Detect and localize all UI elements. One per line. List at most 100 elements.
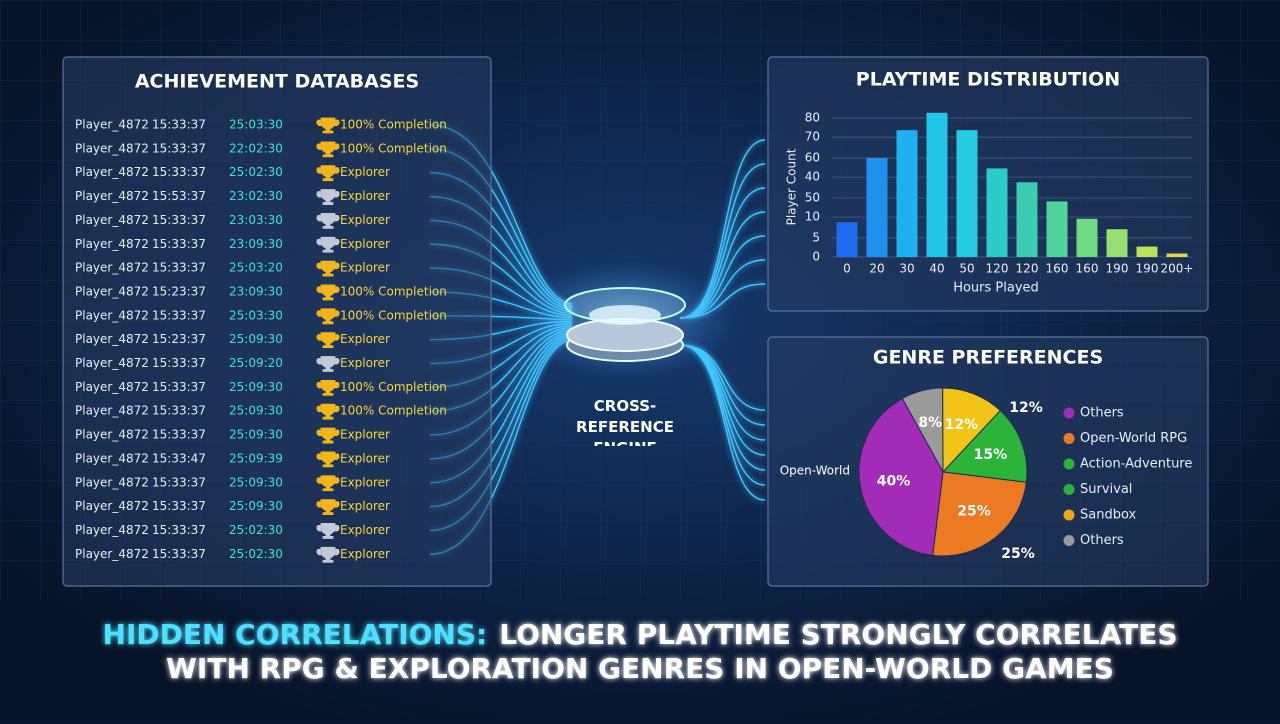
time: 15:33:37 xyxy=(152,380,206,394)
timestamp: 23:03:30 xyxy=(229,213,283,227)
slice-label: 12% xyxy=(945,417,979,433)
achievement: Explorer xyxy=(340,428,390,442)
trophy-icon xyxy=(316,308,340,325)
slice-label: 8% xyxy=(918,415,942,431)
achievement: Explorer xyxy=(340,189,390,203)
time: 15:33:37 xyxy=(152,118,206,132)
timestamp: 22:02:30 xyxy=(229,141,283,155)
time: 15:33:37 xyxy=(152,261,206,275)
legend-swatch xyxy=(1063,535,1075,546)
x-tick-label: 50 xyxy=(959,262,974,276)
pie-slice xyxy=(858,397,944,556)
y-tick-label: 5 xyxy=(812,230,820,244)
player: Player_4872 xyxy=(75,237,149,251)
player: Player_4872 xyxy=(75,547,149,561)
bar xyxy=(896,130,918,257)
achievement: Explorer xyxy=(340,356,390,370)
slice-label: 25% xyxy=(957,504,991,520)
player: Player_4872 xyxy=(75,428,149,442)
player: Player_4872 xyxy=(75,356,149,370)
player: Player_4872 xyxy=(75,284,149,298)
time: 15:33:37 xyxy=(152,499,206,513)
legend-label: Open-World RPG xyxy=(1080,431,1187,446)
legend-label: Action-Adventure xyxy=(1080,457,1192,472)
player: Player_4872 xyxy=(75,308,149,322)
chart-title: PLAYTIME DISTRIBUTION xyxy=(856,69,1120,91)
bar xyxy=(1046,201,1068,257)
x-tick-label: 120 xyxy=(986,262,1009,276)
y-tick-label: 60 xyxy=(805,150,820,164)
achievement: Explorer xyxy=(340,523,390,537)
player: Player_4872 xyxy=(75,499,149,513)
bar xyxy=(926,112,948,257)
time: 15:33:47 xyxy=(152,451,206,465)
player: Player_4872 xyxy=(75,523,149,537)
achievement: Explorer xyxy=(340,475,390,489)
time: 15:53:37 xyxy=(152,189,206,203)
timestamp: 25:09:30 xyxy=(229,404,283,418)
y-axis-label: Player Count xyxy=(785,148,799,225)
x-tick-label: 20 xyxy=(869,262,884,276)
slice-label: 40% xyxy=(877,474,911,490)
time: 15:33:37 xyxy=(152,213,206,227)
trophy-icon xyxy=(316,332,340,349)
x-tick-label: 40 xyxy=(929,262,944,276)
trophy-icon xyxy=(316,189,340,205)
achievement: 100% Completion xyxy=(340,141,447,155)
player: Player_4872 xyxy=(75,189,149,203)
timestamp: 23:02:30 xyxy=(229,189,283,203)
bar xyxy=(836,222,858,257)
time: 15:33:37 xyxy=(152,523,206,537)
achievement: 100% Completion xyxy=(340,308,447,322)
pie-slice xyxy=(932,471,1027,557)
y-tick-label: 40 xyxy=(805,170,820,184)
pie-slice xyxy=(942,387,1001,474)
legend-label: Sandbox xyxy=(1080,508,1137,523)
achievement: 100% Completion xyxy=(340,118,447,132)
timestamp: 25:09:30 xyxy=(229,332,283,346)
legend-swatch xyxy=(1063,509,1075,521)
x-axis-label: Hours Played xyxy=(953,281,1039,296)
time: 15:33:37 xyxy=(152,308,206,322)
achievement: Explorer xyxy=(340,499,390,513)
trophy-icon xyxy=(316,260,340,277)
bar xyxy=(866,157,888,257)
achievement: Explorer xyxy=(340,213,390,227)
legend-swatch xyxy=(1063,458,1075,470)
bar xyxy=(1106,229,1128,257)
achievement: Explorer xyxy=(340,237,390,251)
trophy-icon xyxy=(316,379,340,396)
engine-label-box: CROSS-REFERENCE ENGINE xyxy=(576,397,674,446)
bar xyxy=(1076,218,1098,257)
timestamp: 23:09:30 xyxy=(229,284,283,298)
timestamp: 25:02:30 xyxy=(229,165,283,179)
trophy-icon xyxy=(316,236,340,253)
trophy-icon xyxy=(316,141,340,158)
headline: HIDDEN CORRELATIONS: LONGER PLAYTIME STRO… xyxy=(103,618,1178,651)
headline-line: LONGER PLAYTIME STRONGLY CORRELATES xyxy=(499,618,1177,651)
timestamp: 25:09:30 xyxy=(229,428,283,442)
bar xyxy=(956,130,978,257)
headline-highlight: HIDDEN CORRELATIONS: xyxy=(103,618,488,651)
time: 15:33:37 xyxy=(152,237,206,251)
achievement: Explorer xyxy=(340,332,390,346)
time: 15:33:37 xyxy=(152,404,206,418)
engine-label: CROSS-REFERENCE ENGINE xyxy=(576,397,674,446)
panel-title: ACHIEVEMENT DATABASES xyxy=(135,71,419,93)
timestamp: 25:09:30 xyxy=(229,475,283,489)
legend-swatch xyxy=(1063,484,1075,495)
timestamp: 25:02:30 xyxy=(229,523,283,537)
timestamp: 25:09:30 xyxy=(229,499,283,513)
trophy-icon xyxy=(316,546,340,563)
trophy-icon xyxy=(316,427,340,444)
achievement: Explorer xyxy=(340,165,390,179)
time: 15:33:37 xyxy=(152,547,206,561)
player: Player_4872 xyxy=(75,380,149,394)
trophy-icon xyxy=(316,284,340,301)
y-tick-label: 10 xyxy=(805,210,820,224)
x-tick-label: 0 xyxy=(843,262,851,276)
player: Player_4872 xyxy=(75,475,149,489)
player: Player_4872 xyxy=(75,118,149,132)
